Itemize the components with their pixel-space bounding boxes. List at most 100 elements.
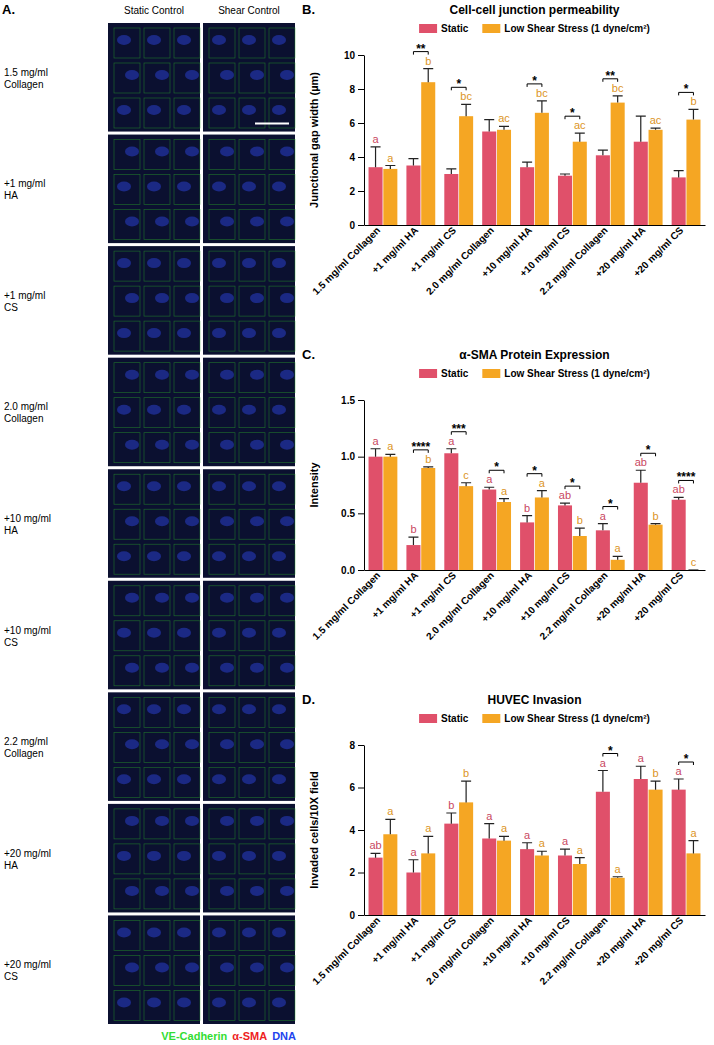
group-letter: a bbox=[539, 477, 546, 489]
nucleus bbox=[220, 370, 234, 380]
junction bbox=[174, 621, 200, 651]
group-letter: a bbox=[638, 752, 645, 764]
bar bbox=[611, 560, 625, 570]
nucleus bbox=[220, 147, 234, 157]
junction bbox=[209, 844, 235, 874]
nucleus bbox=[272, 704, 286, 714]
error-bar bbox=[613, 96, 623, 103]
junction bbox=[239, 844, 265, 874]
y-tick-mark bbox=[358, 225, 364, 226]
nucleus bbox=[280, 962, 294, 972]
group-letter: b bbox=[652, 767, 658, 779]
junction bbox=[114, 990, 140, 1020]
group-letter: a bbox=[562, 835, 569, 847]
row-label: +1 mg/mlHA bbox=[4, 178, 45, 201]
stain-legend-item: α-SMA bbox=[232, 1030, 267, 1042]
legend: StaticLow Shear Stress (1 dyne/cm²) bbox=[419, 368, 650, 379]
micrograph bbox=[108, 469, 200, 578]
legend-label: Static bbox=[441, 368, 469, 379]
row-label-line: Collagen bbox=[4, 413, 43, 424]
y-tick: 8 bbox=[349, 84, 364, 95]
y-tick-mark bbox=[358, 830, 364, 831]
junction bbox=[269, 28, 295, 58]
error-bar bbox=[688, 841, 698, 854]
error-bar bbox=[408, 159, 418, 166]
significance-label: *** bbox=[452, 422, 466, 436]
micrograph bbox=[108, 692, 200, 801]
junction bbox=[174, 844, 200, 874]
bar bbox=[383, 834, 397, 915]
micrograph bbox=[203, 246, 295, 355]
nucleus bbox=[125, 663, 139, 673]
junction bbox=[209, 544, 235, 574]
row-label-line: CS bbox=[4, 302, 18, 313]
bar bbox=[482, 490, 496, 570]
group-letter: bc bbox=[612, 82, 624, 94]
bar bbox=[406, 873, 420, 916]
nucleus bbox=[147, 774, 161, 784]
x-tick-label: +20 mg/ml CS bbox=[631, 569, 686, 624]
bar bbox=[369, 858, 383, 915]
junction bbox=[174, 210, 200, 240]
bar bbox=[686, 120, 700, 225]
y-tick-mark bbox=[358, 788, 364, 789]
group-letter: b bbox=[577, 514, 583, 526]
micrograph-texture bbox=[114, 920, 200, 1020]
y-tick: 0 bbox=[349, 910, 364, 921]
x-axis-line bbox=[365, 570, 706, 571]
nucleus bbox=[125, 440, 139, 450]
nucleus bbox=[177, 405, 191, 415]
junction bbox=[114, 98, 140, 128]
junction bbox=[239, 955, 265, 985]
error-bar bbox=[423, 836, 433, 853]
x-tick-label: 2.0 mg/ml Collagen bbox=[424, 570, 496, 642]
junction bbox=[114, 656, 140, 686]
junction bbox=[239, 879, 265, 909]
error-bar bbox=[446, 169, 456, 174]
y-tick-label: 1.0 bbox=[341, 451, 355, 462]
error-bar bbox=[408, 860, 418, 873]
row-label: 1.5 mg/mlCollagen bbox=[4, 67, 48, 90]
error-bar bbox=[446, 449, 456, 454]
y-tick-label: 2 bbox=[349, 186, 355, 197]
junction bbox=[144, 251, 170, 281]
nucleus bbox=[117, 405, 131, 415]
micrograph bbox=[203, 581, 295, 690]
row-label: +20 mg/mlCS bbox=[4, 959, 51, 982]
nucleus bbox=[125, 886, 139, 896]
micrograph-texture bbox=[114, 474, 200, 574]
junction bbox=[144, 175, 170, 205]
junction bbox=[144, 844, 170, 874]
significance-label: * bbox=[532, 464, 537, 478]
error-bar bbox=[688, 109, 698, 119]
nucleus bbox=[147, 105, 161, 115]
junction bbox=[269, 920, 295, 950]
group-letter: a bbox=[600, 757, 607, 769]
junction bbox=[209, 474, 235, 504]
junction bbox=[239, 175, 265, 205]
micrograph-texture bbox=[209, 809, 295, 909]
junction bbox=[239, 398, 265, 428]
nucleus bbox=[242, 481, 256, 491]
y-axis-line bbox=[364, 401, 365, 571]
junction bbox=[269, 286, 295, 316]
bar bbox=[406, 166, 420, 226]
nucleus bbox=[250, 816, 264, 826]
error-bar bbox=[408, 537, 418, 545]
y-axis-line bbox=[364, 746, 365, 916]
junction bbox=[209, 920, 235, 950]
chart-title: HUVEC Invasion bbox=[487, 693, 581, 707]
junction bbox=[239, 433, 265, 463]
group-letter: a bbox=[615, 863, 622, 875]
group-letter: ac bbox=[574, 119, 586, 131]
nucleus bbox=[117, 551, 131, 561]
junction bbox=[114, 474, 140, 504]
error-bar bbox=[484, 120, 494, 132]
junction bbox=[239, 621, 265, 651]
nucleus bbox=[212, 328, 226, 338]
junction bbox=[239, 509, 265, 539]
y-axis: 0246810 bbox=[344, 50, 365, 231]
x-tick: +20 mg/ml CS bbox=[631, 224, 686, 279]
micrograph-texture bbox=[209, 697, 295, 797]
nucleus bbox=[155, 593, 169, 603]
